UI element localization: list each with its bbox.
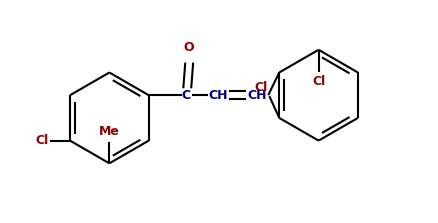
Text: C: C	[181, 89, 191, 102]
Text: O: O	[183, 41, 193, 54]
Text: Me: Me	[99, 125, 120, 138]
Text: CH: CH	[247, 89, 266, 102]
Text: Cl: Cl	[254, 81, 267, 94]
Text: Cl: Cl	[35, 134, 48, 147]
Text: CH: CH	[208, 89, 227, 102]
Text: Cl: Cl	[311, 75, 325, 89]
